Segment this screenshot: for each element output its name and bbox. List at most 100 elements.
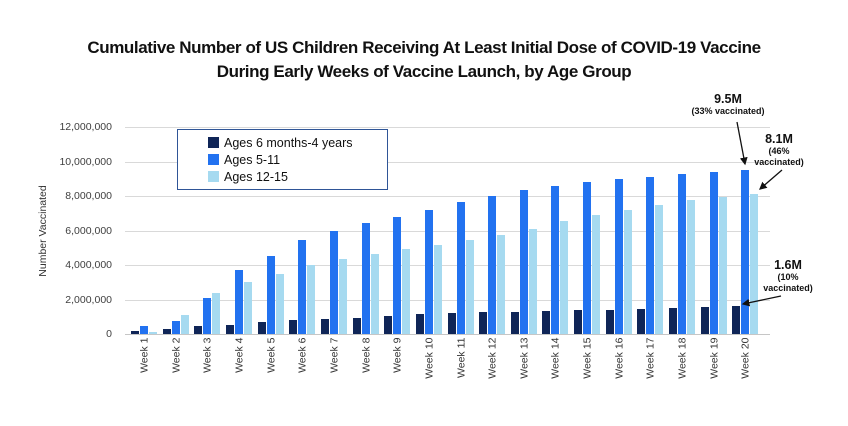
- y-tick-2,000,000: 2,000,000: [65, 293, 112, 306]
- x-tick-week-8: Week 8: [360, 337, 373, 373]
- y-tick-4,000,000: 4,000,000: [65, 259, 112, 271]
- bar-week-8-series-0: [352, 317, 361, 334]
- y-tick-6,000,000: 6,000,000: [65, 224, 112, 237]
- annotation-9-5m: 9.5M (33% vaccinated): [672, 92, 784, 117]
- legend-label: Ages 6 months-4 years: [224, 135, 353, 150]
- x-tick-week-3: Week 3: [201, 337, 214, 373]
- x-tick-week-7: Week 7: [328, 337, 341, 373]
- annotation-value: 9.5M: [714, 92, 742, 106]
- annotation-arrow-8-1m: [759, 169, 783, 190]
- bar-week-7-series-1: [329, 230, 338, 334]
- bar-week-20-series-2: [750, 194, 759, 334]
- bar-week-15-series-2: [592, 214, 601, 334]
- x-tick-week-13: Week 13: [518, 337, 531, 379]
- annotation-detail: (46%: [768, 146, 790, 156]
- annotation-detail: (10%: [777, 272, 799, 282]
- x-tick-week-16: Week 16: [613, 337, 626, 379]
- bar-week-10-series-1: [424, 209, 433, 334]
- y-tick-12,000,000: 12,000,000: [59, 121, 112, 133]
- bar-week-1-series-1: [140, 326, 148, 334]
- bar-week-9-series-1: [393, 216, 402, 334]
- bar-week-17-series-2: [655, 204, 664, 334]
- bar-week-18-series-1: [678, 174, 687, 334]
- bar-week-11-series-2: [465, 239, 474, 334]
- bar-week-3-series-0: [194, 326, 203, 334]
- bar-week-8-series-2: [370, 253, 379, 334]
- x-tick-week-4: Week 4: [233, 337, 246, 373]
- bar-week-16-series-1: [614, 178, 623, 334]
- bar-week-12-series-0: [479, 312, 488, 334]
- bar-week-5-series-1: [266, 256, 275, 334]
- chart-title-line2: During Early Weeks of Vaccine Launch, by…: [216, 62, 632, 81]
- chart-title: Cumulative Number of US Children Receivi…: [0, 36, 848, 84]
- bar-week-13-series-0: [510, 311, 519, 334]
- y-tick-8,000,000: 8,000,000: [65, 190, 112, 202]
- legend-label: Ages 12-15: [224, 169, 288, 184]
- bar-week-14-series-2: [560, 221, 569, 334]
- bar-week-19-series-0: [700, 307, 709, 334]
- legend-swatch-ages-12-15: [208, 171, 219, 182]
- bar-week-3-series-2: [212, 292, 221, 334]
- bar-week-6-series-1: [298, 239, 307, 334]
- x-tick-week-12: Week 12: [486, 337, 499, 379]
- bar-week-4-series-1: [234, 270, 243, 334]
- x-tick-week-10: Week 10: [423, 337, 436, 379]
- bar-week-19-series-2: [718, 196, 727, 334]
- y-tick-0: 0: [106, 328, 112, 340]
- bar-week-4-series-2: [243, 282, 252, 334]
- bar-week-16-series-0: [605, 309, 614, 334]
- gridline-12,000,000: [125, 127, 770, 128]
- legend-item-ages-6mo-4yr: Ages 6 months-4 years: [208, 134, 387, 151]
- annotation-detail: vaccinated): [754, 157, 804, 167]
- bar-week-13-series-2: [528, 228, 537, 334]
- gridline-10,000,000: [125, 161, 770, 163]
- bar-week-15-series-0: [574, 310, 583, 334]
- x-tick-week-9: Week 9: [391, 337, 404, 373]
- bar-week-17-series-0: [637, 308, 646, 334]
- x-tick-week-6: Week 6: [296, 337, 309, 373]
- x-tick-week-20: Week 20: [739, 337, 752, 379]
- x-tick-week-1: Week 1: [138, 337, 151, 373]
- x-tick-week-2: Week 2: [170, 337, 183, 373]
- gridline-4,000,000: [125, 265, 770, 266]
- gridline-2,000,000: [125, 299, 770, 301]
- x-tick-week-19: Week 19: [708, 337, 721, 379]
- x-tick-week-18: Week 18: [676, 337, 689, 379]
- bar-week-20-series-0: [732, 306, 741, 334]
- annotation-8-1m: 8.1M (46% vaccinated): [734, 132, 824, 168]
- bar-week-18-series-2: [687, 200, 696, 334]
- bar-week-1-series-0: [131, 330, 139, 334]
- gridline-8,000,000: [125, 196, 770, 197]
- bar-week-13-series-1: [519, 189, 528, 334]
- annotation-value: 1.6M: [774, 258, 802, 272]
- bar-week-9-series-2: [402, 249, 411, 334]
- bar-week-12-series-2: [497, 234, 506, 334]
- x-axis-line: [125, 334, 770, 335]
- bar-week-14-series-0: [542, 310, 551, 334]
- bar-week-2-series-1: [171, 321, 180, 334]
- bar-week-8-series-1: [361, 222, 370, 334]
- bar-week-1-series-2: [149, 332, 157, 334]
- x-tick-week-14: Week 14: [549, 337, 562, 379]
- bar-week-2-series-2: [180, 315, 189, 334]
- legend-label: Ages 5-11: [224, 152, 281, 167]
- bar-week-7-series-0: [320, 319, 329, 334]
- legend-swatch-ages-6mo-4yr: [208, 137, 219, 148]
- bar-week-9-series-0: [384, 315, 393, 334]
- annotation-detail: (33% vaccinated): [691, 106, 765, 116]
- bar-week-5-series-0: [257, 321, 266, 334]
- bar-week-2-series-0: [162, 328, 171, 334]
- bar-week-11-series-1: [456, 202, 465, 334]
- legend: Ages 6 months-4 years Ages 5-11 Ages 12-…: [177, 129, 388, 190]
- x-tick-week-5: Week 5: [265, 337, 278, 373]
- bar-week-6-series-0: [289, 320, 298, 334]
- bar-week-14-series-1: [551, 185, 560, 334]
- legend-item-ages-12-15: Ages 12-15: [208, 168, 387, 185]
- bar-week-17-series-1: [646, 177, 655, 334]
- annotation-detail: vaccinated): [763, 283, 813, 293]
- bar-week-11-series-0: [447, 313, 456, 334]
- bar-week-19-series-1: [709, 171, 718, 334]
- bar-week-5-series-2: [275, 273, 284, 334]
- bar-week-16-series-2: [623, 209, 632, 334]
- annotation-value: 8.1M: [765, 132, 793, 146]
